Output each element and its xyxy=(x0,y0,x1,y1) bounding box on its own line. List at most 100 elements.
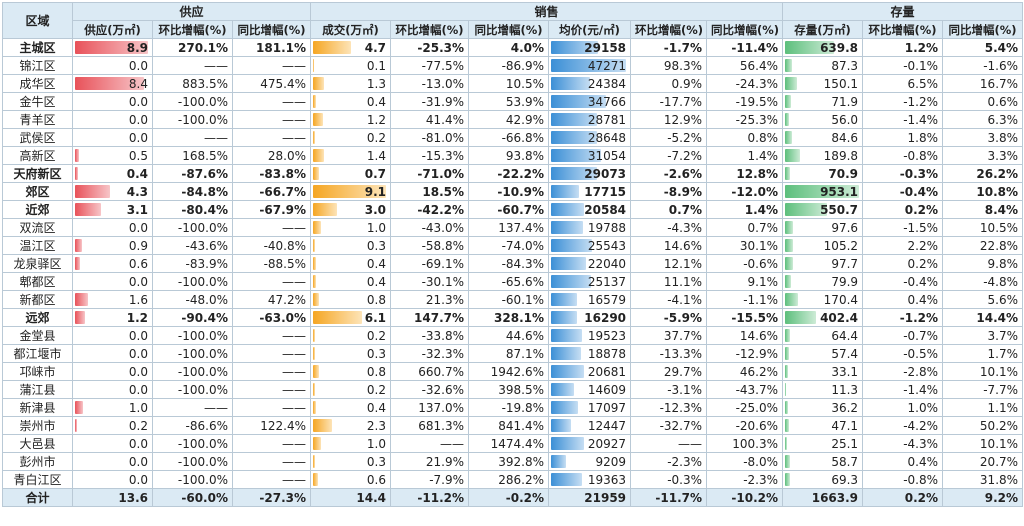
cell-supply: 1.6 xyxy=(72,290,153,309)
cell-value: 70.9 xyxy=(828,166,859,181)
cell-stock: 105.2 xyxy=(782,236,864,255)
data-bar xyxy=(313,221,322,234)
cell-value: 69.3 xyxy=(831,472,859,487)
cell-stock: 56.0 xyxy=(782,110,864,129)
cell-value: 0.4 xyxy=(366,256,387,271)
cell-supply-mom: —— xyxy=(152,128,233,147)
cell-stock-yoy: -4.8% xyxy=(942,272,1024,291)
data-bar xyxy=(785,437,787,450)
cell-region: 崇州市 xyxy=(2,416,73,435)
cell-price: 22040 xyxy=(548,254,632,273)
cell-price-yoy: -2.3% xyxy=(706,470,784,489)
cell-price-mom: -12.3% xyxy=(630,398,708,417)
cell-stock: 57.4 xyxy=(782,344,864,363)
cell-stock-yoy: 22.8% xyxy=(942,236,1024,255)
cell-price: 12447 xyxy=(548,416,632,435)
cell-value: 25.1 xyxy=(831,436,859,451)
cell-deal-yoy: -65.6% xyxy=(468,272,550,291)
data-bar xyxy=(313,239,316,252)
cell-stock-mom: -0.4% xyxy=(862,272,944,291)
cell-region: 温江区 xyxy=(2,236,73,255)
cell-supply-mom: -100.0% xyxy=(152,110,233,129)
cell-region: 郊区 xyxy=(2,182,73,201)
cell-value: 0.0 xyxy=(128,364,148,379)
cell-value: 0.2 xyxy=(366,130,387,145)
cell-value: 47.1 xyxy=(831,418,859,433)
table-row: 新都区 1.6 -48.0% 47.2% 0.8 21.3% -60.1% 16579 -4.1… xyxy=(2,290,1024,309)
cell-price-mom: 0.9% xyxy=(630,74,708,93)
cell-stock: 47.1 xyxy=(782,416,864,435)
cell-supply-yoy: 28.0% xyxy=(231,146,312,165)
cell-region: 金堂县 xyxy=(2,326,73,345)
data-bar xyxy=(785,293,799,306)
cell-value: 0.4 xyxy=(126,166,148,181)
cell-value: 953.1 xyxy=(820,184,859,199)
cell-deal-mom: -77.5% xyxy=(390,56,470,75)
data-bar xyxy=(551,113,597,126)
cell-supply: 0.0 xyxy=(72,434,153,453)
cell-region: 彭州市 xyxy=(2,452,73,471)
cell-value: 0.0 xyxy=(128,436,148,451)
cell-stock-mom: -0.7% xyxy=(862,326,944,345)
data-bar xyxy=(785,401,788,414)
cell-stock-yoy: 8.4% xyxy=(942,200,1024,219)
data-bar xyxy=(785,311,817,324)
cell-deal: 0.4 xyxy=(310,398,392,417)
cell-supply: 0.6 xyxy=(72,254,153,273)
cell-stock: 36.2 xyxy=(782,398,864,417)
cell-region: 都江堰市 xyxy=(2,344,73,363)
data-bar xyxy=(551,293,578,306)
data-bar xyxy=(313,293,320,306)
cell-price-yoy: -12.0% xyxy=(706,182,784,201)
data-bar xyxy=(313,473,318,486)
col-stock-yoy: 同比增幅(%) xyxy=(942,20,1024,39)
cell-region: 双流区 xyxy=(2,218,73,237)
cell-stock-mom: -0.1% xyxy=(862,56,944,75)
cell-stock-yoy: 10.5% xyxy=(942,218,1024,237)
cell-price: 17715 xyxy=(548,182,632,201)
cell-supply: 0.0 xyxy=(72,92,153,111)
cell-value: 25137 xyxy=(587,274,627,289)
cell-value: 3.1 xyxy=(126,202,148,217)
cell-supply: 0.9 xyxy=(72,236,153,255)
cell-value: 0.3 xyxy=(366,454,387,469)
cell-value: 87.3 xyxy=(831,58,859,73)
cell-price-mom: -3.1% xyxy=(630,380,708,399)
cell-supply: 0.0 xyxy=(72,344,153,363)
cell-supply: 0.0 xyxy=(72,452,153,471)
data-bar xyxy=(785,59,792,72)
cell-deal: 1.4 xyxy=(310,146,392,165)
cell-deal-yoy: 1474.4% xyxy=(468,434,550,453)
cell-value: 19788 xyxy=(587,220,627,235)
cell-value: 6.1 xyxy=(364,310,387,325)
cell-value: 0.8 xyxy=(366,292,387,307)
data-bar xyxy=(785,419,789,432)
cell-stock: 953.1 xyxy=(782,182,864,201)
table-row: 温江区 0.9 -43.6% -40.8% 0.3 -58.8% -74.0% 25543 14… xyxy=(2,236,1024,255)
data-bar xyxy=(313,365,320,378)
cell-stock-yoy: 10.1% xyxy=(942,434,1024,453)
cell-region: 武侯区 xyxy=(2,128,73,147)
cell-stock-mom: -2.8% xyxy=(862,362,944,381)
cell-supply-yoy: —— xyxy=(231,272,312,291)
cell-deal-yoy: 42.9% xyxy=(468,110,550,129)
cell-supply-yoy: 181.1% xyxy=(231,38,312,57)
data-bar xyxy=(313,95,317,108)
cell-supply-yoy: 47.2% xyxy=(231,290,312,309)
cell-supply-mom: —— xyxy=(152,56,233,75)
cell-supply-mom: 168.5% xyxy=(152,146,233,165)
cell-value: 1.3 xyxy=(366,76,387,91)
cell-stock-yoy: 9.8% xyxy=(942,254,1024,273)
data-bar xyxy=(551,347,582,360)
cell-deal-mom: -32.6% xyxy=(390,380,470,399)
cell-stock: 87.3 xyxy=(782,56,864,75)
cell-supply-yoy: —— xyxy=(231,110,312,129)
cell-stock-mom: 0.2% xyxy=(862,254,944,273)
cell-stock-mom: -0.4% xyxy=(862,182,944,201)
cell-stock: 97.6 xyxy=(782,218,864,237)
cell-stock: 71.9 xyxy=(782,92,864,111)
cell-stock: 402.4 xyxy=(782,308,864,327)
data-bar xyxy=(785,203,828,216)
data-bar xyxy=(785,113,790,126)
table-row: 青羊区 0.0 -100.0% —— 1.2 41.4% 42.9% 28781 12.9% -2… xyxy=(2,110,1024,129)
